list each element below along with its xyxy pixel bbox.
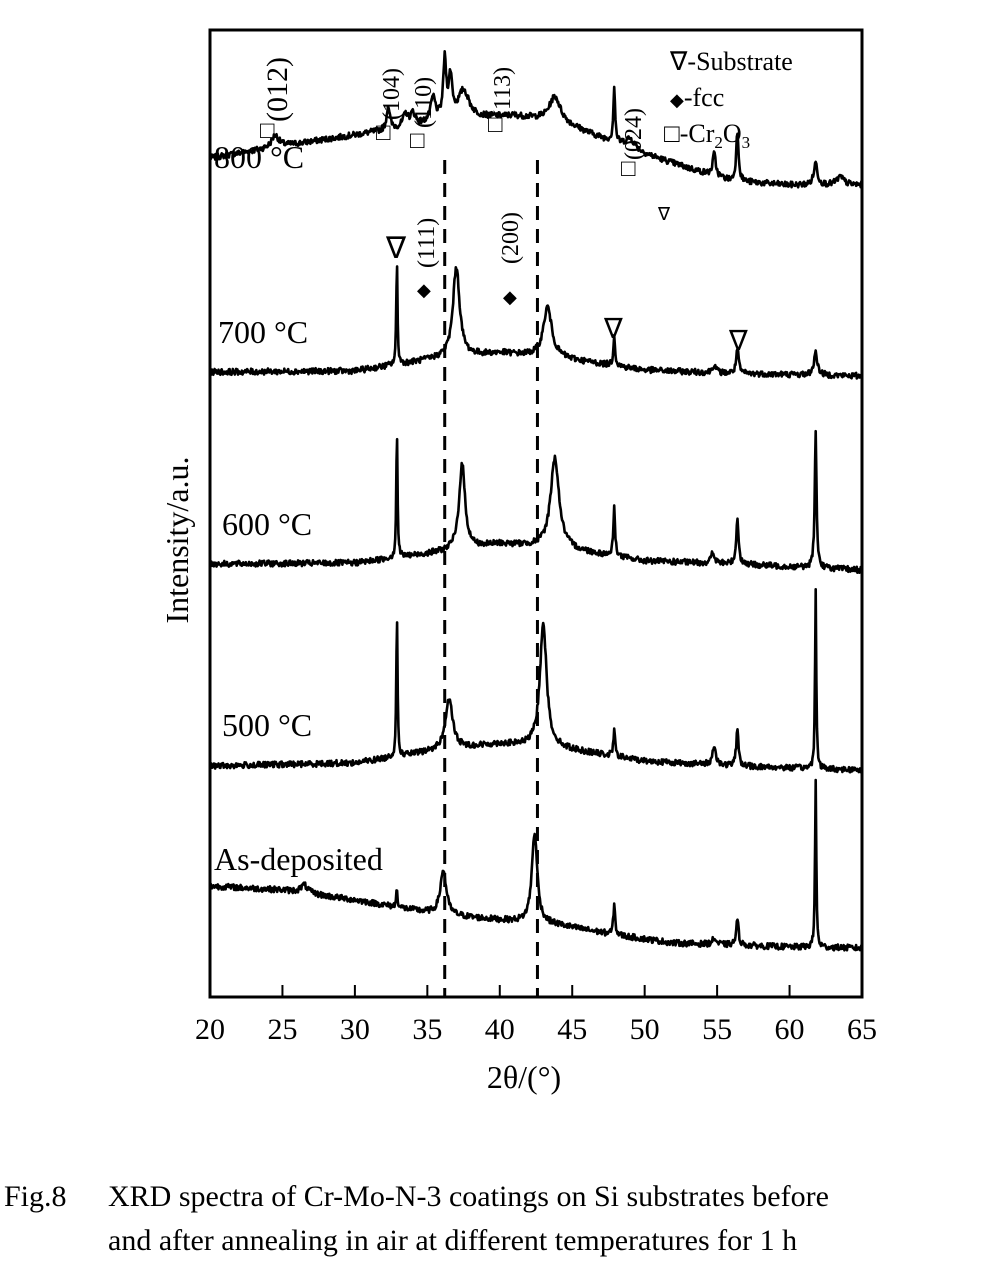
trace-label-600: 600 °C (222, 506, 312, 542)
substrate-triangle-icon: ∇ (385, 232, 407, 265)
substrate-triangle-icon: ∇ (728, 326, 748, 357)
x-tick-label: 30 (340, 1013, 370, 1046)
cr2o3-square-icon: □ (621, 156, 636, 182)
plot-frame (208, 28, 864, 999)
cr2o3-square-icon: □ (488, 112, 503, 138)
spectrum-line (208, 778, 864, 952)
substrate-triangle-icon: ∇ (657, 204, 671, 224)
trace-label-500: 500 °C (222, 707, 312, 743)
peak-label-200: (200) (498, 212, 524, 264)
substrate-triangle-icon: ∇ (603, 314, 623, 345)
caption-line-1: Fig.8 XRD spectra of Cr-Mo-N-3 coatings o… (4, 1175, 829, 1219)
peak-label-012: (012) (261, 57, 294, 122)
x-tick-label: 55 (702, 1013, 732, 1046)
x-tick-label: 20 (195, 1013, 225, 1046)
caption-line-2: and after annealing in air at different … (108, 1224, 798, 1257)
legend: ∇-Substrate ◆-fcc □-Cr2O3 (664, 47, 793, 152)
y-axis-title: Intensity/a.u. (159, 456, 195, 623)
trace-label-800: 800 °C (214, 139, 304, 175)
caption-text-1: XRD spectra of Cr-Mo-N-3 coatings on Si … (108, 1180, 829, 1213)
x-tick-label: 50 (630, 1013, 660, 1046)
peak-label-110: (110) (411, 77, 437, 128)
peak-label-111: (111) (414, 218, 440, 268)
legend-substrate-icon: ∇ (669, 47, 688, 76)
x-axis-ticks (209, 985, 863, 997)
fcc-diamond-icon: ◆ (417, 280, 431, 300)
legend-cr2o3-icon: □ (664, 119, 680, 148)
trace-label-as-deposited: As-deposited (214, 841, 383, 877)
x-axis-tick-labels: 20 25 30 35 40 45 50 55 60 65 (195, 1013, 877, 1046)
dashed-reference-lines (443, 160, 539, 997)
legend-fcc: ◆-fcc (670, 83, 724, 112)
legend-fcc-icon: ◆ (670, 90, 684, 110)
fcc-diamond-icon: ◆ (503, 287, 517, 307)
xrd-chart: 20 25 30 35 40 45 50 55 60 65 2θ/(°) Intensity/a.… (159, 28, 877, 1095)
cr2o3-square-icon: □ (410, 128, 425, 154)
cr2o3-square-icon: □ (376, 120, 391, 146)
x-axis-title: 2θ/(°) (487, 1059, 561, 1095)
caption-figure-number: Fig.8 (4, 1180, 67, 1213)
peak-label-104: (104) (379, 68, 405, 120)
x-tick-label: 45 (557, 1013, 587, 1046)
x-tick-label: 40 (485, 1013, 515, 1046)
x-tick-label: 35 (412, 1013, 442, 1046)
legend-substrate: ∇-Substrate (669, 47, 793, 76)
legend-cr2o3: □-Cr2O3 (664, 119, 750, 152)
spectrum-line (208, 50, 864, 189)
x-tick-label: 65 (847, 1013, 877, 1046)
x-tick-label: 25 (267, 1013, 297, 1046)
x-tick-label: 60 (775, 1013, 805, 1046)
trace-label-700: 700 °C (218, 314, 308, 350)
cr2o3-square-icon: □ (260, 118, 275, 144)
peak-label-113: (113) (490, 67, 516, 118)
peak-label-024: (024) (621, 108, 647, 160)
